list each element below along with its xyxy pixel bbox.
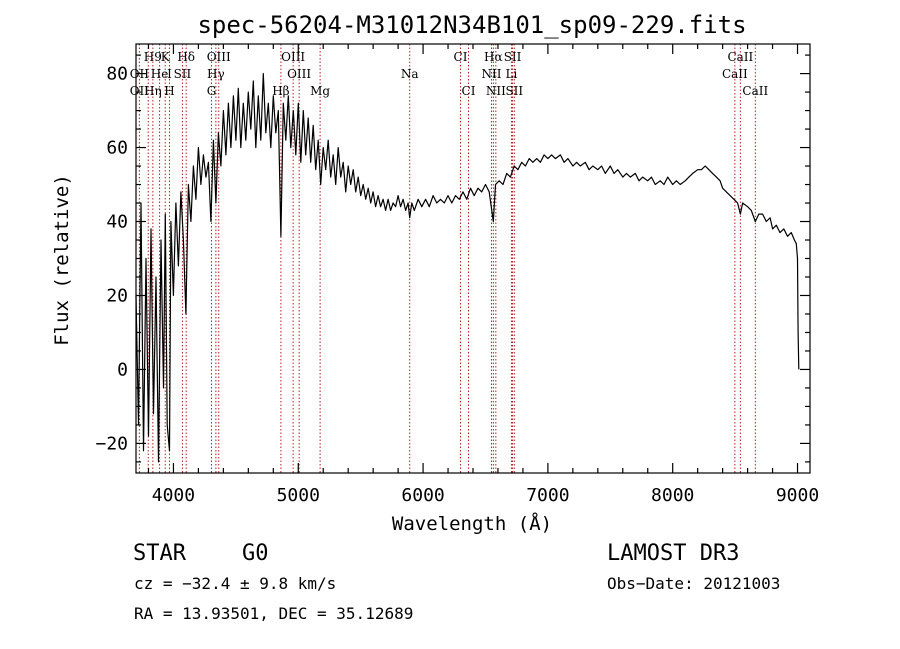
x-axis-label: Wavelength (Å) <box>392 512 552 535</box>
x-axis-ticks: 4000 5000 6000 7000 8000 9000 <box>147 44 819 506</box>
spectral-line-label: CI <box>462 84 476 98</box>
y-tick-label: 20 <box>106 285 128 306</box>
spectral-line-label: Li <box>506 67 518 81</box>
x-tick-label: 7000 <box>526 485 569 506</box>
x-tick-label: 6000 <box>401 485 444 506</box>
spectral-line-label: Hδ <box>177 50 195 64</box>
spectral-line-label: He <box>151 67 169 81</box>
spectrum-line <box>135 73 800 463</box>
spectral-line-label: OIII <box>281 50 305 64</box>
spectral-line-label: Hη <box>144 84 162 98</box>
x-tick-label: 4000 <box>152 485 195 506</box>
x-tick-label: 9000 <box>776 485 819 506</box>
y-tick-label: 60 <box>106 138 128 159</box>
spectral-line-label: H9 <box>144 50 162 64</box>
spectral-line-label: I <box>167 67 172 81</box>
spectral-line-label: CaII <box>727 50 753 64</box>
spectral-line-markers <box>138 44 756 473</box>
spectral-line-label: CaII <box>722 67 748 81</box>
spectral-line-label: OIII <box>207 50 231 64</box>
spectral-line-label: Hγ <box>207 67 225 81</box>
object-class: STAR <box>133 541 187 566</box>
spectral-line-label: Hβ <box>272 84 289 98</box>
y-tick-label: −20 <box>95 433 128 454</box>
spectral-line-label: Hα <box>484 50 503 64</box>
spectral-line-label: SII <box>504 50 522 64</box>
spectral-line-label: SII <box>174 67 192 81</box>
chart-title: spec-56204-M31012N34B101_sp09-229.fits <box>197 11 746 39</box>
spectral-line-label: K <box>161 50 171 64</box>
spectral-line-label: OIII <box>287 67 311 81</box>
y-tick-label: 40 <box>106 212 128 233</box>
spectral-line-label: OII <box>130 84 150 98</box>
y-tick-label: 0 <box>117 359 128 380</box>
spectral-line-label: Mg <box>310 84 330 98</box>
redshift-velocity: cz = −32.4 ± 9.8 km/s <box>134 574 336 593</box>
y-tick-label: 80 <box>106 64 128 85</box>
y-axis-ticks: −20 0 20 40 60 80 <box>95 54 810 463</box>
object-subclass: G0 <box>242 541 269 566</box>
spectral-line-label: NII <box>481 67 501 81</box>
observation-date: Obs−Date: 20121003 <box>607 574 780 593</box>
spectral-line-label: CI <box>454 50 468 64</box>
spectral-line-label: SII <box>505 84 523 98</box>
spectral-line-label: NII <box>486 84 506 98</box>
x-tick-label: 8000 <box>651 485 694 506</box>
spectral-line-label: H <box>164 84 174 98</box>
spectral-line-label: Na <box>401 67 419 81</box>
survey-name: LAMOST DR3 <box>607 541 739 566</box>
coordinates: RA = 13.93501, DEC = 35.12689 <box>134 604 413 623</box>
spectral-line-label: CaII <box>742 84 768 98</box>
x-tick-label: 5000 <box>277 485 320 506</box>
y-axis-label: Flux (relative) <box>51 174 73 346</box>
spectral-line-label: G <box>207 84 217 98</box>
